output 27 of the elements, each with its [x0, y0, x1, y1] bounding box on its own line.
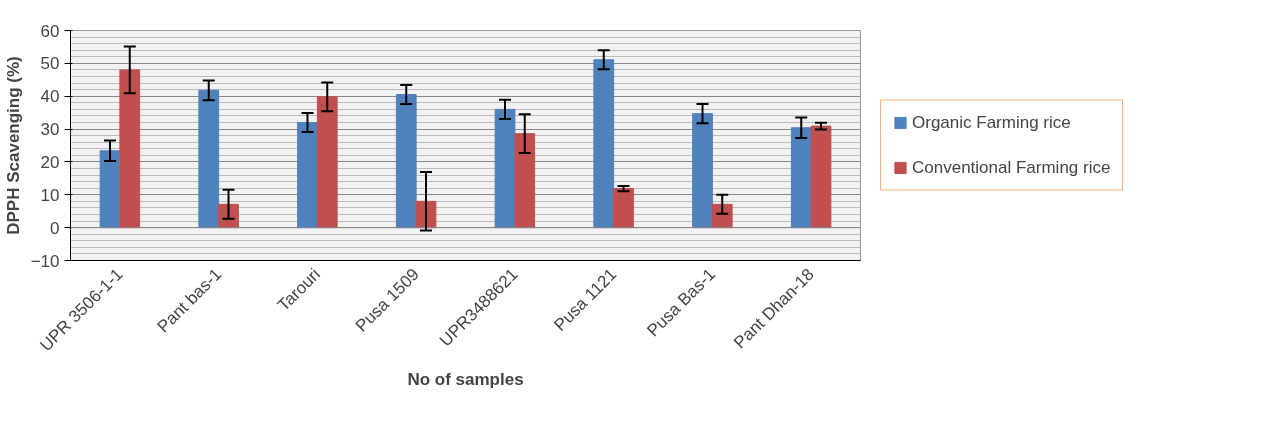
bar — [415, 200, 437, 229]
y-tick-label: 40 — [40, 87, 60, 107]
bar — [514, 133, 536, 229]
bar — [316, 96, 338, 229]
x-axis-title: No of samples — [407, 369, 524, 389]
bar — [593, 59, 615, 229]
bar — [297, 122, 318, 229]
bar — [692, 113, 713, 229]
y-tick-label: 0 — [50, 218, 60, 238]
bar — [119, 69, 141, 229]
bar — [810, 125, 832, 229]
bar — [711, 203, 733, 229]
y-tick-label: 10 — [40, 185, 60, 205]
y-tick-label: −10 — [30, 251, 60, 271]
bar — [613, 188, 634, 229]
y-tick-label: 30 — [40, 120, 60, 140]
bar — [198, 89, 220, 229]
y-axis-title: DPPH Scavenging (%) — [3, 56, 23, 235]
legend-label: Organic Farming rice — [912, 112, 1071, 133]
legend-label: Conventional Farming rice — [912, 157, 1111, 178]
bar — [395, 94, 417, 229]
y-tick-label: 60 — [40, 21, 60, 41]
bar — [790, 127, 812, 229]
y-tick-label: 20 — [40, 152, 60, 172]
bar — [99, 150, 121, 229]
y-tick-label: 50 — [40, 54, 60, 74]
bar — [494, 108, 516, 229]
